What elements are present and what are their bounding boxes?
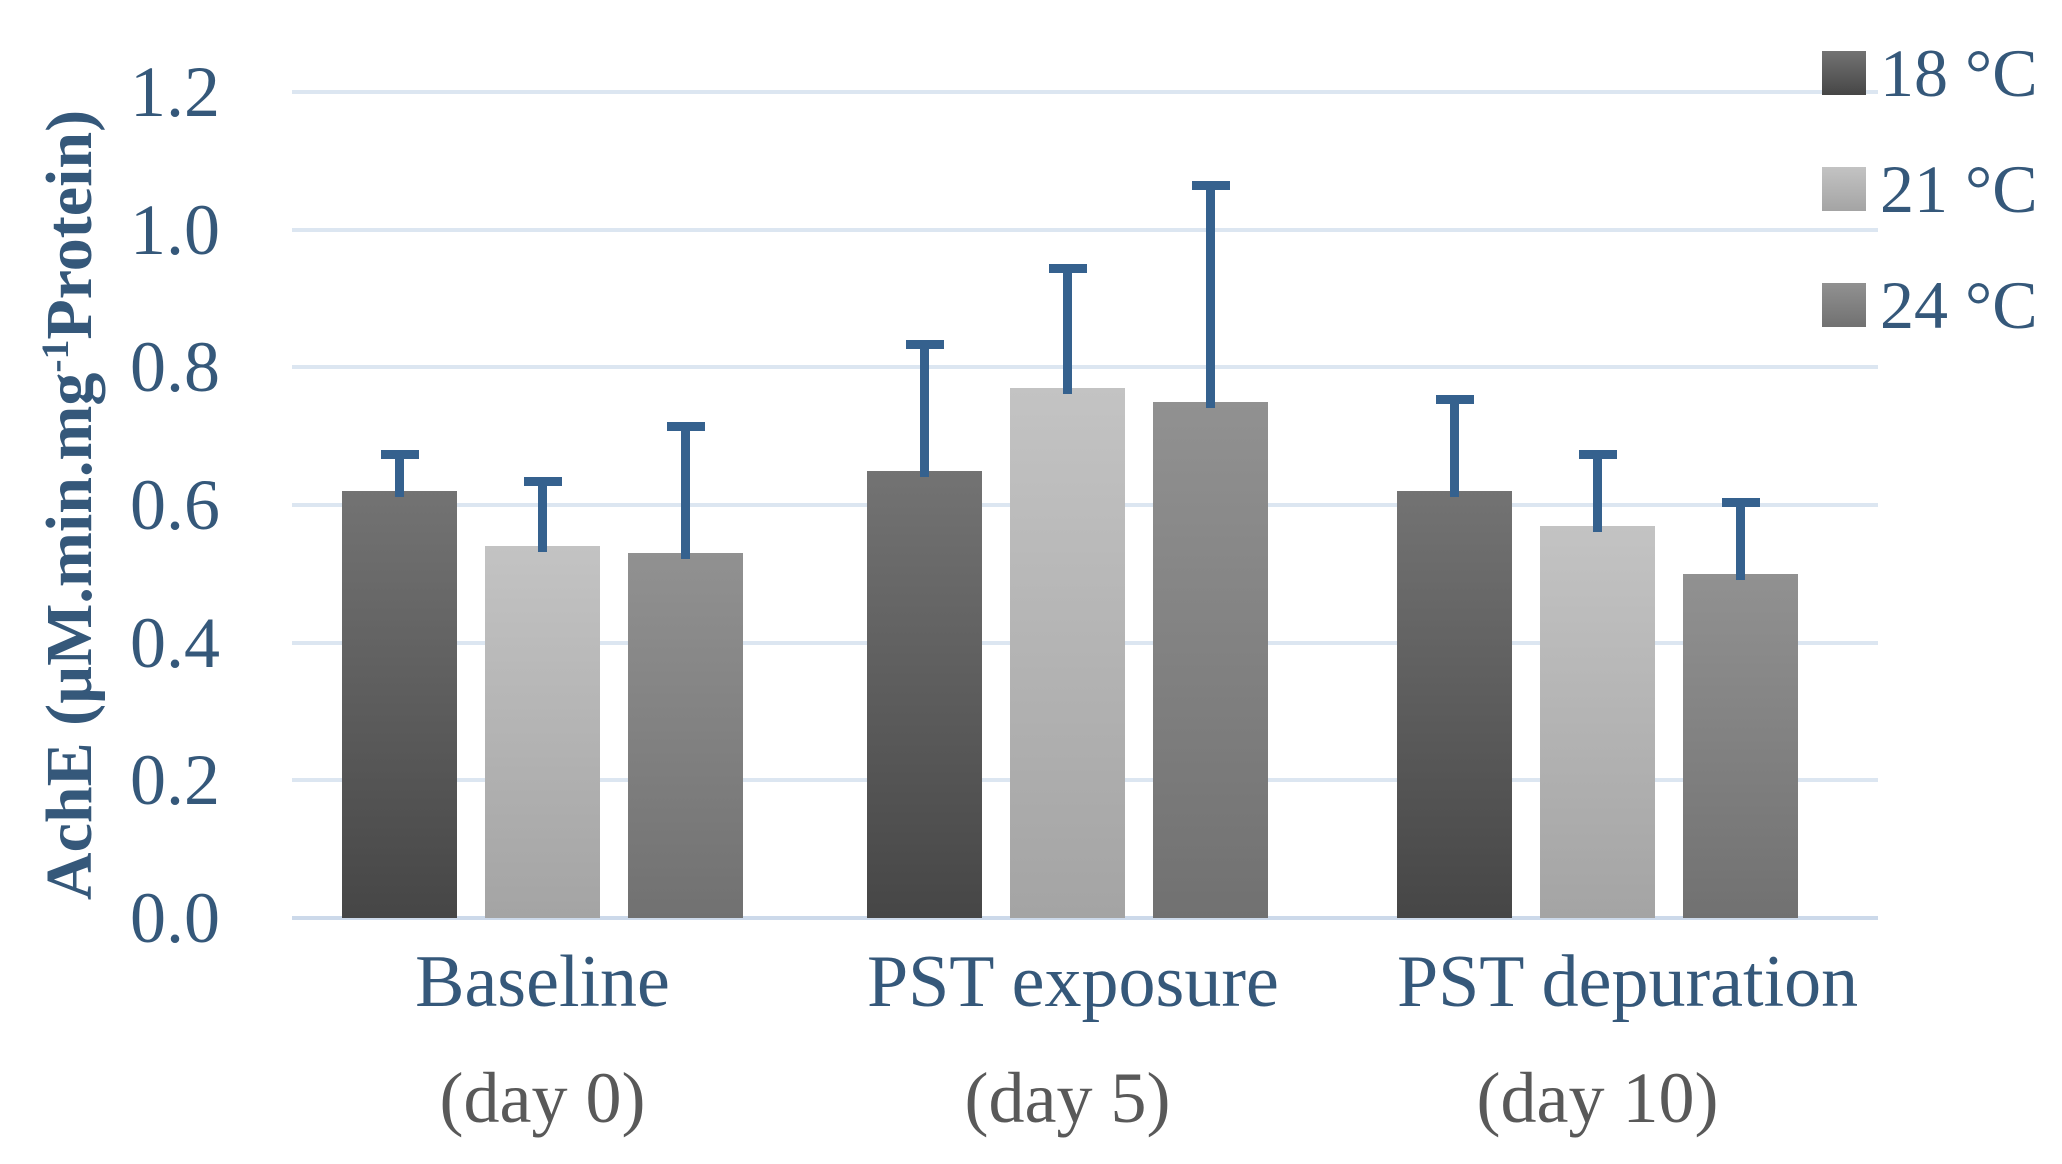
y-tick-label-0.0: 0.0 bbox=[130, 878, 220, 958]
legend-swatch-24-c bbox=[1822, 283, 1866, 327]
error-cap-21-c-pst-depuration bbox=[1578, 449, 1617, 459]
plot-area bbox=[292, 90, 1878, 920]
x-sublabel-pst-depuration: (day 10) bbox=[1476, 1058, 1719, 1138]
y-tick-label-0.4: 0.4 bbox=[130, 602, 220, 683]
bar-21-c-pst-depuration bbox=[1540, 525, 1655, 918]
legend-label-18-c: 18 °C bbox=[1880, 35, 2038, 111]
y-tick-label-1.2: 1.2 bbox=[130, 52, 220, 132]
error-cap-21-c-baseline bbox=[523, 477, 562, 487]
error-cap-24-c-baseline bbox=[666, 422, 705, 432]
bar-21-c-pst-exposure bbox=[1010, 387, 1125, 918]
error-whisker-21-c-pst-depuration bbox=[1593, 449, 1602, 532]
error-whisker-24-c-pst-depuration bbox=[1736, 498, 1745, 580]
bar-18-c-pst-depuration bbox=[1397, 491, 1512, 918]
x-label-block-baseline: Baseline (day 0) bbox=[342, 938, 743, 1142]
x-sublabel-pst-exposure: (day 5) bbox=[964, 1058, 1171, 1138]
error-whisker-18-c-baseline bbox=[395, 449, 404, 498]
x-axis-labels: Baseline (day 0) PST exposure (day 5) PST de… bbox=[292, 938, 1878, 1164]
error-whisker-21-c-pst-exposure bbox=[1063, 264, 1072, 394]
y-tick-label-0.2: 0.2 bbox=[130, 740, 220, 821]
x-label-block-pst-exposure: PST exposure (day 5) bbox=[867, 938, 1279, 1142]
x-label-baseline: Baseline bbox=[415, 941, 670, 1023]
error-whisker-21-c-baseline bbox=[538, 477, 547, 553]
gridline-y-1.2 bbox=[292, 90, 1878, 94]
error-cap-24-c-pst-depuration bbox=[1721, 498, 1760, 508]
x-label-block-pst-depuration: PST depuration (day 10) bbox=[1397, 938, 1859, 1142]
bar-21-c-baseline bbox=[485, 546, 600, 918]
legend-item-21-c: 21 °C bbox=[1822, 152, 2038, 226]
error-cap-21-c-pst-exposure bbox=[1048, 264, 1087, 274]
y-tick-label-0.6: 0.6 bbox=[130, 465, 220, 545]
legend: 18 °C 21 °C 24 °C bbox=[1822, 36, 2038, 384]
gridline-y-0.8 bbox=[292, 365, 1878, 370]
legend-item-18-c: 18 °C bbox=[1822, 36, 2038, 110]
error-whisker-24-c-baseline bbox=[681, 422, 690, 560]
x-axis-line bbox=[292, 916, 1878, 920]
y-tick-label-1.0: 1.0 bbox=[130, 189, 220, 270]
error-whisker-24-c-pst-exposure bbox=[1206, 181, 1215, 408]
bar-18-c-pst-exposure bbox=[867, 470, 982, 918]
y-tick-label-0.8: 0.8 bbox=[130, 327, 220, 408]
legend-swatch-21-c bbox=[1822, 167, 1866, 211]
error-whisker-18-c-pst-depuration bbox=[1450, 394, 1459, 498]
bar-24-c-pst-depuration bbox=[1683, 573, 1798, 918]
error-cap-18-c-pst-exposure bbox=[905, 339, 944, 349]
error-whisker-18-c-pst-exposure bbox=[920, 339, 929, 477]
bar-group-pst-depuration bbox=[1397, 92, 1798, 918]
bar-group-pst-exposure bbox=[867, 92, 1268, 918]
legend-item-24-c: 24 °C bbox=[1822, 268, 2038, 342]
bar-18-c-baseline bbox=[342, 491, 457, 918]
legend-swatch-18-c bbox=[1822, 51, 1866, 95]
bar-group-baseline bbox=[342, 92, 743, 918]
legend-label-21-c: 21 °C bbox=[1880, 151, 2038, 227]
error-cap-24-c-pst-exposure bbox=[1191, 181, 1230, 191]
x-label-pst-exposure: PST exposure bbox=[867, 941, 1279, 1023]
legend-label-24-c: 24 °C bbox=[1880, 267, 2038, 343]
error-cap-18-c-pst-depuration bbox=[1435, 394, 1474, 404]
bar-24-c-pst-exposure bbox=[1153, 401, 1268, 918]
gridline-y-1.0 bbox=[292, 227, 1878, 232]
bar-24-c-baseline bbox=[628, 553, 743, 918]
error-cap-18-c-baseline bbox=[380, 449, 419, 459]
x-sublabel-baseline: (day 0) bbox=[439, 1058, 646, 1138]
x-label-pst-depuration: PST depuration bbox=[1397, 941, 1859, 1023]
